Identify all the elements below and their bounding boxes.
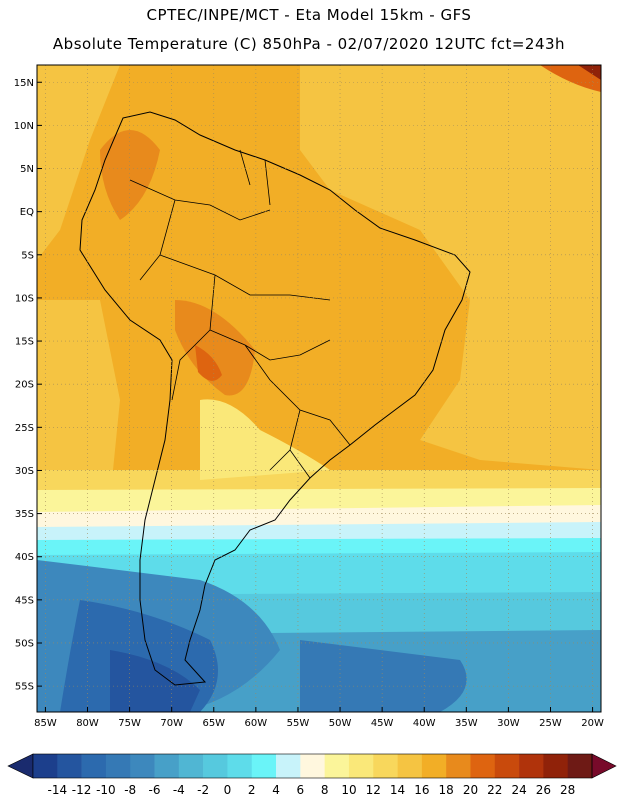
lon-tick-label: 75W — [118, 718, 141, 729]
lon-tick-label: 35W — [455, 718, 478, 729]
colorbar-swatch — [421, 754, 447, 778]
colorbar-label: 0 — [224, 783, 232, 797]
colorbar-label: 28 — [560, 783, 575, 797]
colorbar-label: 24 — [511, 783, 526, 797]
lat-tick-label: 25S — [15, 423, 34, 434]
colorbar-swatch — [397, 754, 423, 778]
lat-tick-label: 15S — [15, 337, 34, 348]
lat-tick-label: 45S — [15, 595, 34, 606]
colorbar-swatch — [324, 754, 350, 778]
longitude-ticks: 85W 80W 75W 70W 65W 60W 55W 50W 45W 40W 35W 30W 25W 2… — [34, 707, 604, 729]
colorbar-frame — [32, 753, 593, 779]
lon-tick-label: 20W — [581, 718, 604, 729]
colorbar-swatch — [251, 754, 277, 778]
colorbar-over-arrow — [591, 753, 617, 779]
colorbar-swatch — [178, 754, 204, 778]
colorbar-swatch — [348, 754, 374, 778]
field-chaco-20 — [175, 300, 255, 396]
colorbar-label: 22 — [487, 783, 502, 797]
colorbar-label: -2 — [197, 783, 209, 797]
colorbar-swatch — [567, 754, 593, 778]
map-title-line-1: CPTEC/INPE/MCT - Eta Model 15km - GFS — [146, 6, 472, 24]
colorbar-swatch — [57, 754, 82, 778]
colorbar-label: 2 — [248, 783, 256, 797]
lat-tick-label: 35S — [15, 509, 34, 520]
colorbar-label: 4 — [272, 783, 280, 797]
lon-tick-label: 40W — [413, 718, 436, 729]
colorbar-swatch — [81, 754, 107, 778]
colorbar-label: 16 — [414, 783, 429, 797]
colorbar-swatch — [543, 754, 568, 778]
lon-tick-label: 25W — [539, 718, 562, 729]
lon-tick-label: 85W — [34, 718, 57, 729]
lat-tick-label: EQ — [20, 207, 34, 218]
field-northeast-corner-22 — [540, 65, 601, 92]
colorbar-label: -12 — [72, 783, 92, 797]
lon-tick-label: 55W — [287, 718, 310, 729]
colorbar-label: 12 — [366, 783, 381, 797]
field-chaco-22 — [195, 345, 222, 381]
colorbar-swatch — [494, 754, 520, 778]
lon-tick-label: 80W — [76, 718, 99, 729]
colorbar-label: -14 — [47, 783, 67, 797]
colorbar-swatch — [105, 754, 131, 778]
colorbar-swatch — [154, 754, 180, 778]
latitude-ticks: 15N 10N 5N EQ 5S 10S 15S 20S 25S 30S 35S 40S 45S 50S 5… — [14, 78, 42, 693]
colorbar-swatch — [276, 754, 301, 778]
lat-tick-label: 5N — [20, 164, 34, 175]
lon-tick-label: 30W — [497, 718, 520, 729]
lon-tick-label: 45W — [371, 718, 394, 729]
colorbar-swatch — [203, 754, 228, 778]
colorbar-swatch — [470, 754, 496, 778]
colorbar-label: 8 — [321, 783, 329, 797]
colorbar-swatch — [446, 754, 471, 778]
colorbar-label: 10 — [341, 783, 356, 797]
field-northeast-corner-26 — [578, 65, 601, 80]
lat-tick-label: 40S — [15, 552, 34, 563]
lon-tick-label: 70W — [160, 718, 183, 729]
colorbar-swatch — [300, 754, 325, 778]
south-america-coastline — [79, 111, 471, 686]
colorbar-swatch — [519, 754, 544, 778]
colorbar — [7, 753, 617, 779]
colorbar-label: -6 — [149, 783, 161, 797]
colorbar-label: 14 — [390, 783, 405, 797]
lat-tick-label: 55S — [15, 682, 34, 693]
temperature-field — [37, 65, 601, 712]
lat-tick-label: 30S — [15, 466, 34, 477]
lon-tick-label: 50W — [329, 718, 352, 729]
colorbar-label: 6 — [297, 783, 305, 797]
lon-tick-label: 60W — [245, 718, 268, 729]
colorbar-label: 18 — [439, 783, 454, 797]
colorbar-label: -10 — [96, 783, 116, 797]
field-pacific-south-16 — [37, 300, 120, 500]
colorbar-swatch — [130, 754, 155, 778]
field-southwest-minus12 — [110, 650, 200, 712]
colorbar-labels: -14 -12 -10 -8 -6 -4 -2 0 2 4 6 8 10 12 14 16 18 20 22 24 26… — [47, 783, 575, 797]
field-north-andes-20 — [100, 130, 160, 220]
lat-tick-label: 15N — [14, 78, 34, 89]
colorbar-swatch — [373, 754, 398, 778]
colorbar-swatch — [33, 754, 58, 778]
colorbar-under-arrow — [7, 753, 34, 779]
colorbar-label: -4 — [173, 783, 185, 797]
colorbar-label: 20 — [463, 783, 478, 797]
lat-tick-label: 10S — [15, 293, 34, 304]
lat-tick-label: 10N — [14, 121, 34, 132]
map-title-line-2: Absolute Temperature (C) 850hPa - 02/07/… — [52, 35, 566, 53]
colorbar-label: 26 — [536, 783, 551, 797]
lat-tick-label: 5S — [21, 250, 34, 261]
country-borders — [129, 149, 351, 479]
colorbar-swatch — [227, 754, 253, 778]
colorbar-label: -8 — [124, 783, 136, 797]
field-pacific-north-16 — [37, 65, 120, 260]
field-south-atlantic-minus8 — [300, 640, 467, 712]
field-ocean-16 — [300, 65, 601, 470]
map-frame — [36, 64, 602, 713]
lon-tick-label: 65W — [202, 718, 225, 729]
lat-tick-label: 20S — [15, 380, 34, 391]
lat-tick-label: 50S — [15, 638, 34, 649]
